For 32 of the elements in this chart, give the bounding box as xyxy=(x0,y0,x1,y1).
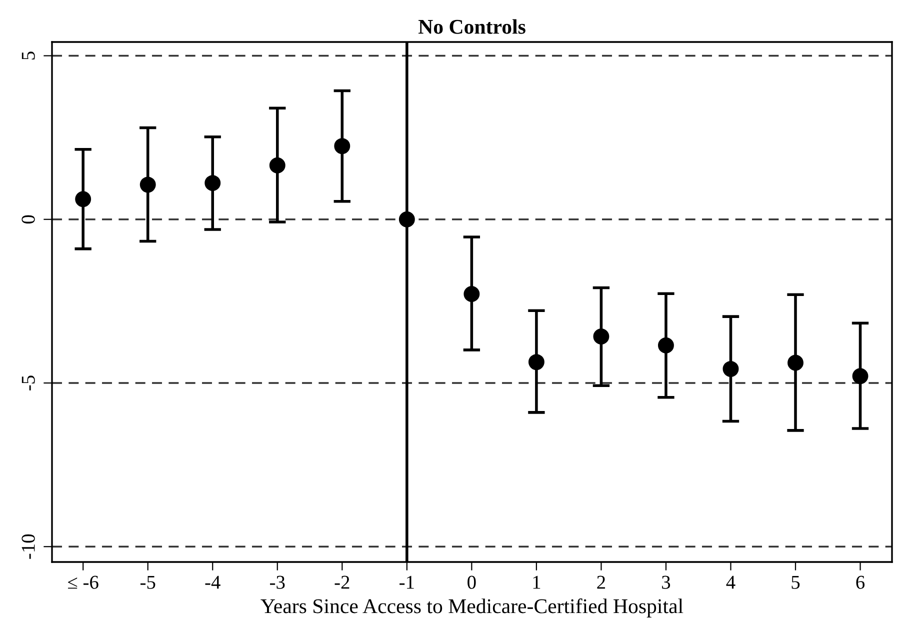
point xyxy=(269,157,286,174)
point xyxy=(204,175,221,192)
x-tick-label: 4 xyxy=(726,576,736,589)
x-tick-label: 1 xyxy=(533,576,540,589)
point xyxy=(852,368,868,384)
x-tick-label: ≤ -6 xyxy=(68,576,98,589)
point xyxy=(398,211,415,228)
point xyxy=(140,176,156,193)
x-tick-label: 2 xyxy=(597,576,605,589)
x-tick-label: 6 xyxy=(856,576,865,589)
point xyxy=(75,191,92,208)
x-tick-label: -3 xyxy=(270,576,285,589)
x-tick-label: -1 xyxy=(400,576,414,589)
y-tick-label: 0 xyxy=(22,215,35,224)
y-tick-label: -10 xyxy=(22,534,35,559)
chart-title: No Controls xyxy=(418,19,526,34)
x-tick-label: 0 xyxy=(468,576,476,589)
point xyxy=(788,354,804,371)
x-tick-label: -2 xyxy=(334,576,350,589)
point xyxy=(658,337,674,354)
point xyxy=(334,138,350,154)
y-tick-label: -5 xyxy=(22,376,35,390)
point xyxy=(722,360,739,377)
x-axis-title: Years Since Access to Medicare-Certified Hospital xyxy=(260,598,684,618)
point xyxy=(464,286,480,302)
x-tick-label: 3 xyxy=(662,576,670,589)
x-tick-label: 5 xyxy=(792,576,800,589)
point xyxy=(528,354,544,370)
x-tick-label: -4 xyxy=(205,576,220,589)
y-tick-label: 5 xyxy=(22,52,35,60)
x-tick-label: -5 xyxy=(140,576,156,589)
point xyxy=(593,328,610,345)
